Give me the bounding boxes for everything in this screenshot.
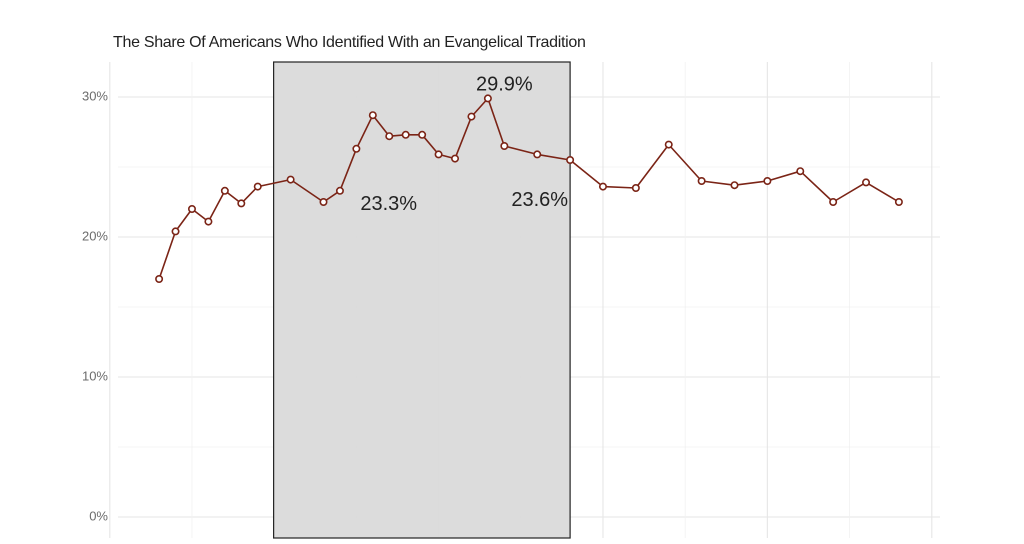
y-tick-label: 20% xyxy=(82,228,108,243)
data-points xyxy=(155,94,903,283)
data-point xyxy=(187,205,196,214)
highlight-region xyxy=(273,61,571,539)
data-point xyxy=(894,198,903,207)
data-point xyxy=(697,177,706,186)
data-point xyxy=(763,177,772,186)
annotation-label: 23.3% xyxy=(360,193,417,215)
data-point xyxy=(862,178,871,187)
data-point xyxy=(237,199,246,208)
data-point xyxy=(467,112,476,121)
highlight-rectangle xyxy=(273,61,571,539)
data-point xyxy=(533,150,542,159)
data-point xyxy=(829,198,838,207)
data-point xyxy=(253,182,262,191)
y-tick-label: 30% xyxy=(82,88,108,103)
data-point xyxy=(598,182,607,191)
data-point xyxy=(434,150,443,159)
data-point xyxy=(385,132,394,141)
data-point xyxy=(566,156,575,165)
annotation-label: 23.6% xyxy=(511,189,568,211)
data-point xyxy=(500,142,509,151)
data-point xyxy=(631,184,640,193)
data-point xyxy=(286,175,295,184)
data-point xyxy=(418,130,427,139)
data-point xyxy=(204,217,213,226)
data-point xyxy=(368,111,377,120)
chart-title: The Share Of Americans Who Identified Wi… xyxy=(113,34,586,51)
data-point xyxy=(220,186,229,195)
y-tick-label: 0% xyxy=(89,508,108,523)
data-point xyxy=(401,130,410,139)
data-point xyxy=(155,274,164,283)
data-point xyxy=(451,154,460,163)
annotation-labels: 23.3% 29.9% 23.6% xyxy=(360,74,568,215)
y-axis-ticks: 0% 10% 20% 30% xyxy=(82,88,108,523)
data-point xyxy=(483,94,492,103)
data-point xyxy=(352,144,361,153)
y-tick-label: 10% xyxy=(82,368,108,383)
data-point xyxy=(171,227,180,236)
data-point xyxy=(796,167,805,176)
annotation-label: 29.9% xyxy=(476,74,533,96)
data-point xyxy=(335,186,344,195)
data-point xyxy=(664,140,673,149)
data-point xyxy=(730,181,739,190)
data-point xyxy=(319,198,328,207)
